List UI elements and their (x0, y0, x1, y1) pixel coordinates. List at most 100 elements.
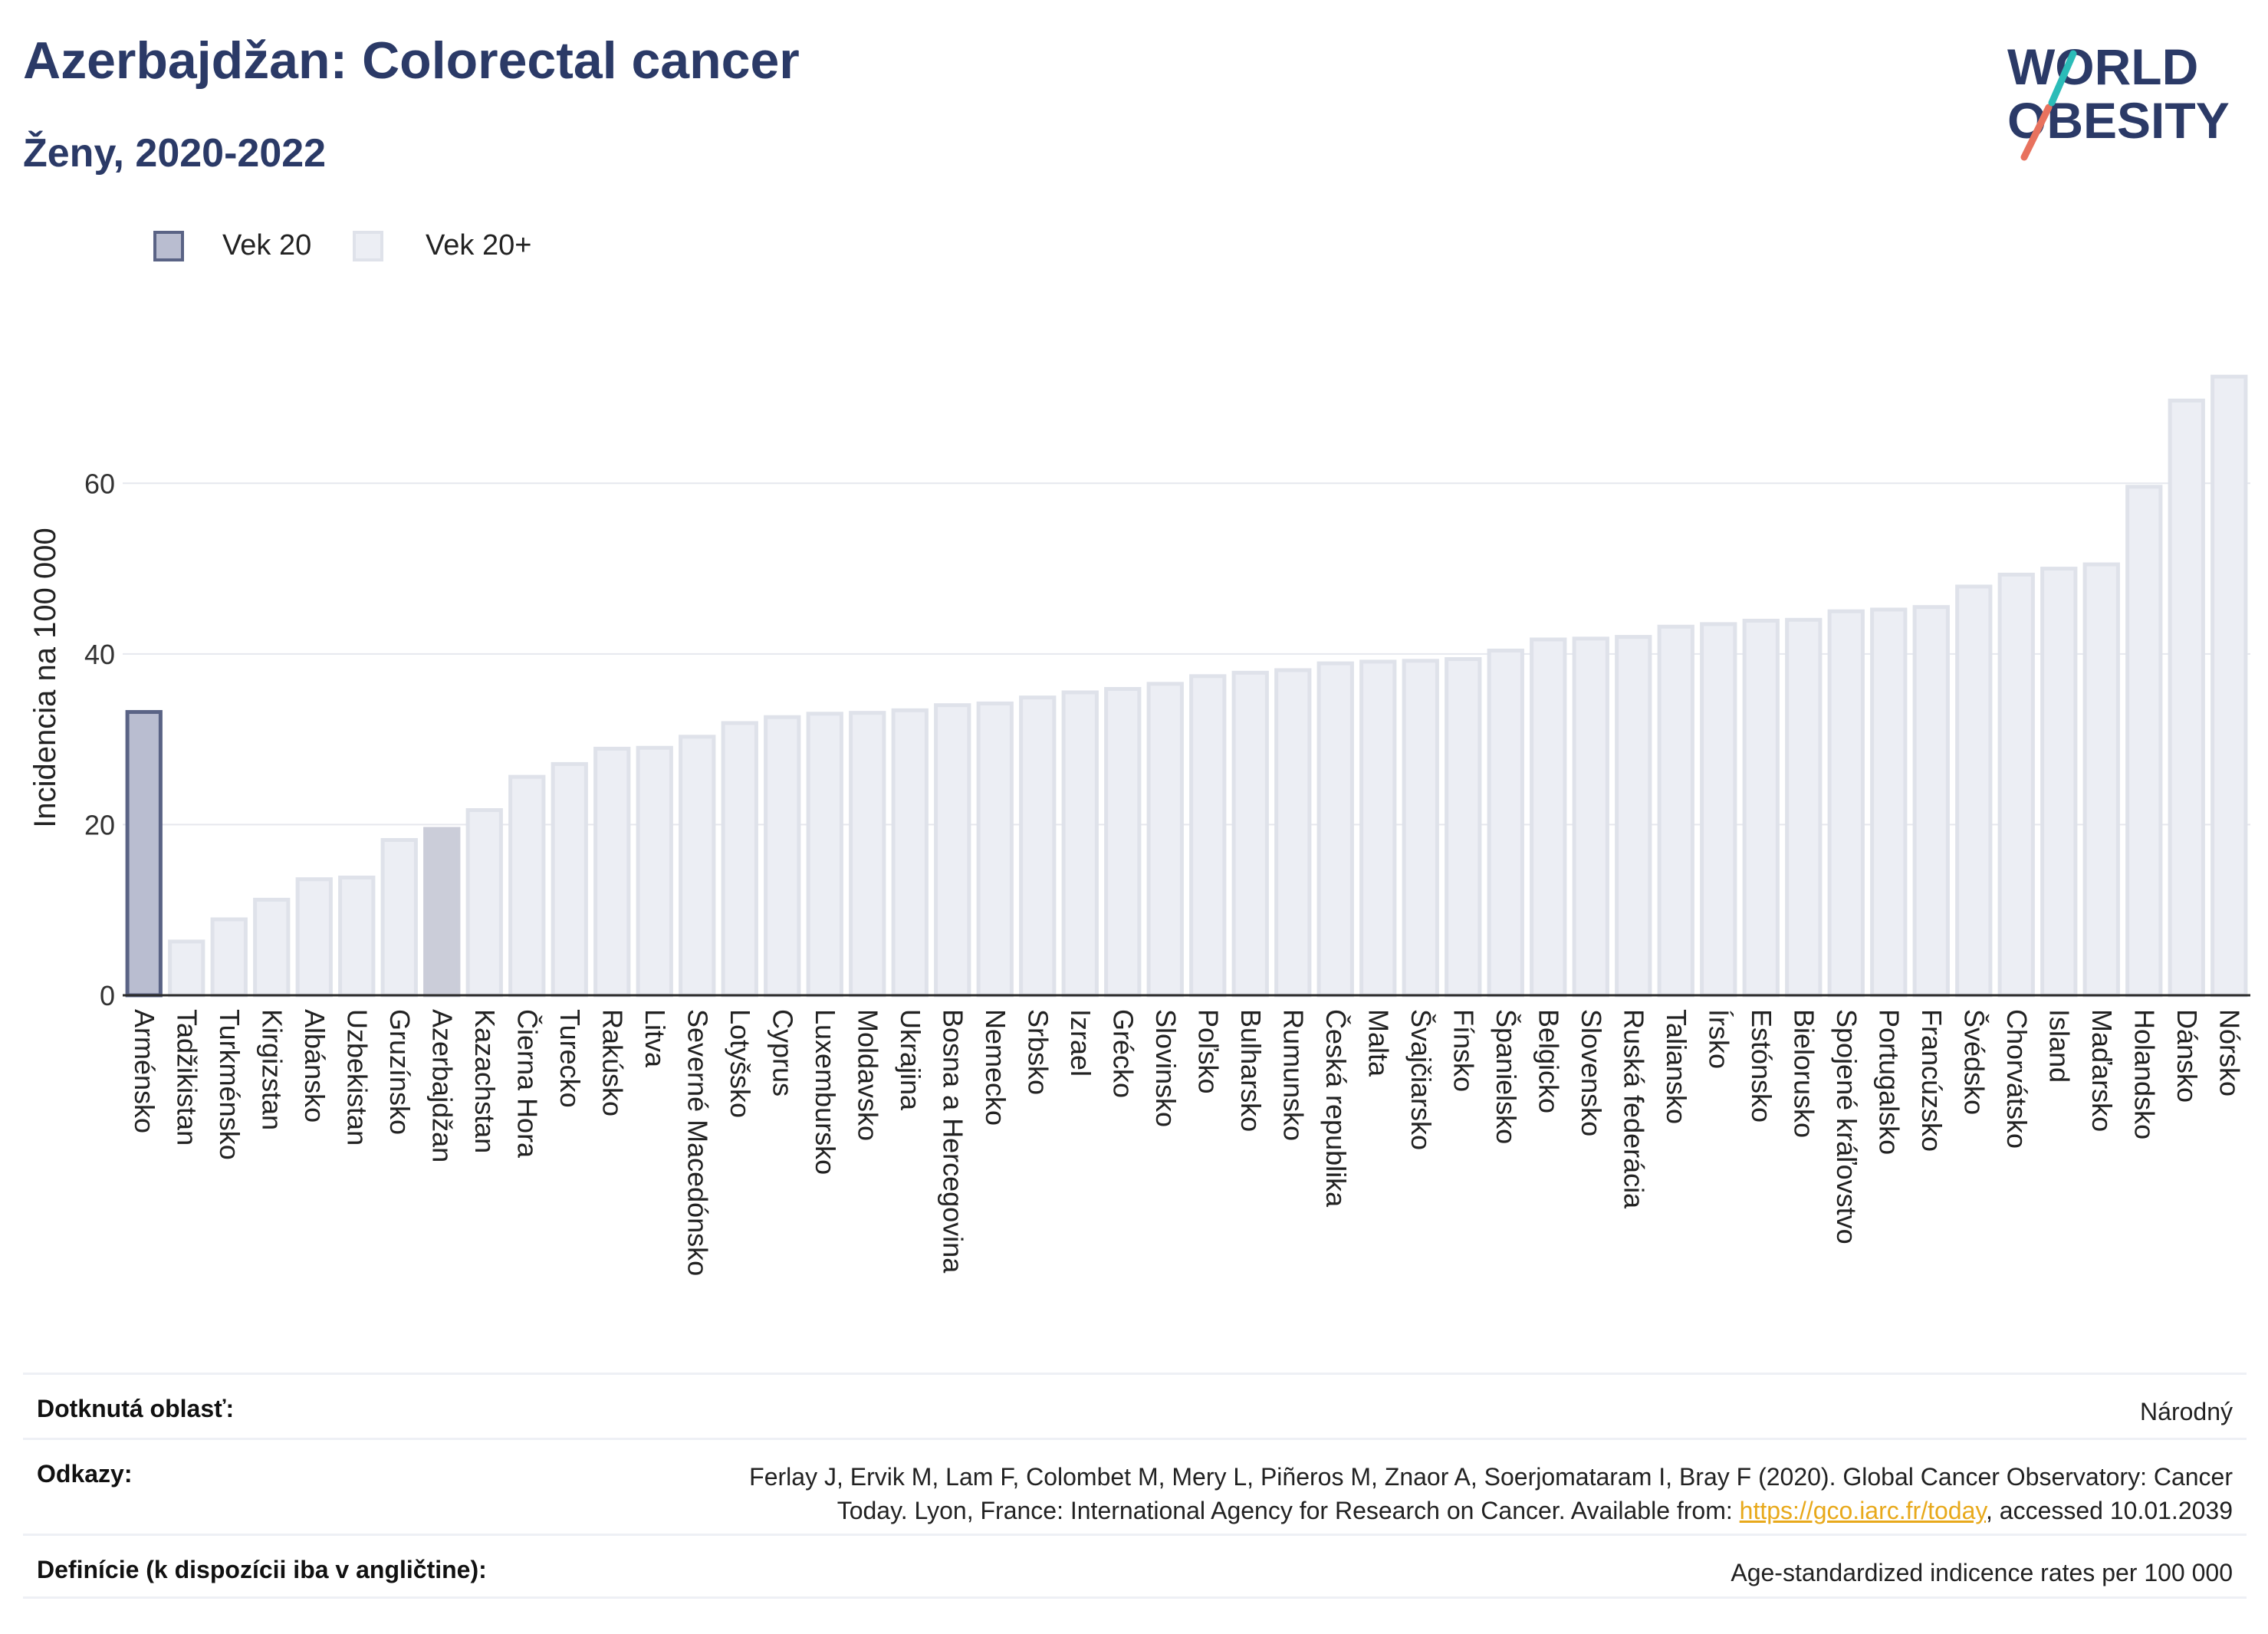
bar (721, 721, 758, 998)
x-tick-label: Dánsko (2171, 1009, 2203, 1103)
x-tick-label: Rakúsko (597, 1009, 628, 1116)
x-tick-label: Bosna a Hercegovina (937, 1009, 968, 1274)
bar (1827, 609, 1865, 998)
bar (508, 774, 546, 998)
bar (1657, 624, 1694, 998)
x-tick-label: Kirgizstan (256, 1009, 288, 1130)
bar (1189, 674, 1227, 998)
footer-refs-value: Ferlay J, Ervik M, Lam F, Colombet M, Me… (749, 1460, 2233, 1527)
bar (1274, 668, 1312, 998)
bar (1445, 657, 1482, 998)
legend-swatch-vek20plus (353, 231, 383, 261)
x-tick-label: Azerbajdžan (426, 1009, 458, 1162)
y-axis-title: Incidencia na 100 000 (28, 528, 62, 827)
footer-refs-link[interactable]: https://gco.iarc.fr/today (1739, 1497, 1986, 1524)
x-tick-label: Turecko (554, 1009, 586, 1108)
legend-item-vek20[interactable]: Vek 20 (150, 226, 334, 272)
x-tick-label: Francúzsko (1916, 1009, 1948, 1152)
x-tick-label: Chorvátsko (2001, 1009, 2033, 1149)
x-tick-label: Holandsko (2128, 1009, 2160, 1139)
bar (849, 711, 886, 998)
bar-chart: 0 20 40 60 Incidencia na 100 000 Arménsko Tadž… (28, 374, 2250, 1276)
bar (1104, 686, 1142, 998)
footer-table: Dotknutá oblasť: Národný Odkazy: Ferlay … (23, 1373, 2247, 1599)
legend-swatch-vek20 (153, 231, 184, 261)
bar (1912, 605, 1950, 998)
x-tick-label: Kazachstan (469, 1009, 501, 1153)
chart-title: Azerbajdžan: Colorectal cancer (23, 31, 800, 90)
footer-row-area: Dotknutá oblasť: Národný (23, 1373, 2247, 1438)
x-tick-label: Turkménsko (214, 1009, 245, 1160)
footer-def-value: Age-standardized indicence rates per 100… (1731, 1559, 2233, 1586)
bar (593, 746, 631, 998)
x-tick-label: Taliansko (1661, 1009, 1692, 1124)
bar (1997, 572, 2035, 998)
x-tick-label: Litva (639, 1009, 671, 1068)
bar (679, 735, 716, 998)
bar (1019, 695, 1057, 998)
x-tick-label: Bielorusko (1788, 1009, 1819, 1138)
x-tick-label: Cyprus (767, 1009, 798, 1096)
bar (1061, 690, 1099, 998)
y-tick-label: 0 (100, 980, 115, 1011)
footer-def-label: Definície (k dispozícii iba v angličtine… (37, 1556, 487, 1583)
x-tick-label: Albánsko (299, 1009, 330, 1123)
footer-refs-line2-post: , accessed 10.01.2039 (1985, 1497, 2233, 1524)
bar (891, 708, 929, 998)
bar (1231, 670, 1269, 998)
bar (125, 710, 163, 998)
bar (295, 877, 333, 998)
bar (636, 745, 673, 998)
legend-item-vek20plus[interactable]: Vek 20+ (349, 226, 579, 272)
bar (1487, 648, 1524, 998)
bar (2040, 567, 2078, 998)
bar (2125, 485, 2163, 998)
x-tick-label: Švajčiarsko (1405, 1009, 1437, 1150)
bar (338, 875, 376, 998)
footer-area-value: Národný (2140, 1398, 2233, 1425)
x-tick-label: Rumunsko (1277, 1009, 1309, 1141)
x-tick-label: Tadžikistan (171, 1009, 202, 1146)
bar (551, 761, 588, 998)
bar (1870, 607, 1908, 998)
x-tick-label: Čierna Hora (511, 1009, 543, 1159)
bar (806, 712, 843, 998)
x-tick-label: Slovinsko (1150, 1009, 1182, 1127)
y-tick-label: 40 (84, 639, 115, 670)
footer-refs-line1: Ferlay J, Ervik M, Lam F, Colombet M, Me… (749, 1463, 2233, 1491)
x-tick-label: Portugalsko (1873, 1009, 1905, 1155)
x-tick-label: Írsko (1703, 1009, 1734, 1069)
bar (1955, 584, 1993, 998)
bar (465, 808, 503, 998)
bar (168, 939, 205, 998)
bar (1359, 659, 1397, 998)
bar (1742, 618, 1780, 998)
bar (253, 897, 291, 998)
x-tick-label: Ruská federácia (1618, 1009, 1649, 1209)
x-tick-label: Arménsko (129, 1009, 160, 1133)
bar (423, 827, 461, 998)
y-tick-label: 60 (84, 468, 115, 499)
x-tick-label: Gruzínsko (384, 1009, 416, 1135)
world-obesity-logo: WORLD OBESITY (2007, 38, 2230, 161)
bar (934, 703, 971, 998)
chart-subtitle: Ženy, 2020-2022 (23, 131, 327, 176)
x-tick-label: Izrael (1065, 1009, 1096, 1077)
x-tick-label: Spojené kráľovstvo (1831, 1009, 1862, 1244)
x-tick-label: Nemecko (980, 1009, 1011, 1126)
bar (210, 917, 248, 998)
bar (2168, 398, 2205, 998)
bar (1572, 636, 1609, 998)
x-tick-label: Island (2043, 1009, 2075, 1083)
x-tick-label: Estónsko (1746, 1009, 1777, 1123)
x-tick-label: Česká republika (1320, 1009, 1352, 1208)
x-tick-label: Ukrajina (895, 1009, 926, 1111)
x-tick-label: Luxembursko (810, 1009, 841, 1175)
bar (1615, 635, 1652, 998)
footer-row-refs: Odkazy: Ferlay J, Ervik M, Lam F, Colomb… (23, 1438, 2247, 1534)
x-tick-label: Maďarsko (2086, 1009, 2118, 1132)
bar (1316, 661, 1354, 998)
bar (2210, 374, 2248, 998)
legend-label-vek20plus: Vek 20+ (426, 229, 532, 261)
logo-line1: WORLD (2007, 38, 2198, 95)
